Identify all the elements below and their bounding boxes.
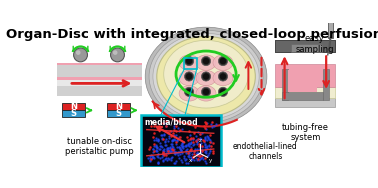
- Bar: [107, 103, 130, 110]
- Ellipse shape: [153, 33, 259, 120]
- Text: media/blood: media/blood: [144, 117, 198, 126]
- Bar: [275, 64, 335, 87]
- Circle shape: [220, 73, 226, 80]
- Ellipse shape: [164, 40, 248, 108]
- Ellipse shape: [179, 70, 199, 86]
- Bar: [282, 69, 288, 100]
- Text: easy
sampling: easy sampling: [295, 34, 334, 54]
- Circle shape: [186, 58, 192, 64]
- Bar: [328, 21, 333, 38]
- Circle shape: [201, 87, 211, 96]
- Bar: [275, 39, 335, 52]
- Ellipse shape: [179, 55, 199, 70]
- Bar: [57, 77, 142, 80]
- Circle shape: [220, 58, 226, 64]
- Bar: [141, 115, 222, 167]
- Bar: [275, 87, 335, 98]
- Bar: [57, 65, 142, 80]
- Bar: [275, 98, 335, 107]
- Circle shape: [74, 48, 87, 62]
- Ellipse shape: [179, 86, 199, 101]
- Text: endothelial-lined
channels: endothelial-lined channels: [233, 142, 298, 161]
- Ellipse shape: [196, 70, 216, 86]
- Circle shape: [184, 87, 194, 96]
- Bar: [57, 86, 142, 96]
- Circle shape: [186, 73, 192, 80]
- Circle shape: [201, 72, 211, 81]
- Bar: [184, 58, 197, 69]
- Ellipse shape: [149, 30, 263, 123]
- Bar: [57, 63, 142, 65]
- Circle shape: [218, 87, 228, 96]
- Ellipse shape: [157, 36, 255, 117]
- Circle shape: [203, 89, 209, 95]
- Ellipse shape: [145, 27, 267, 126]
- Text: N: N: [115, 102, 122, 111]
- Bar: [288, 70, 317, 92]
- Text: tunable on-disc
peristaltic pump: tunable on-disc peristaltic pump: [65, 136, 134, 156]
- Bar: [323, 69, 329, 100]
- Circle shape: [218, 72, 228, 81]
- Bar: [291, 44, 322, 52]
- Text: z: z: [198, 138, 201, 143]
- Text: x: x: [189, 158, 192, 163]
- Text: N: N: [70, 102, 77, 111]
- Text: S: S: [71, 109, 77, 118]
- Circle shape: [110, 48, 124, 62]
- Text: y: y: [209, 158, 212, 163]
- Text: tubing-free
system: tubing-free system: [282, 123, 329, 142]
- Bar: [57, 80, 142, 86]
- Circle shape: [184, 56, 194, 66]
- Ellipse shape: [196, 55, 216, 70]
- Ellipse shape: [213, 70, 233, 86]
- Circle shape: [201, 56, 211, 66]
- Bar: [107, 110, 130, 117]
- Bar: [62, 110, 85, 117]
- Circle shape: [76, 50, 81, 55]
- Ellipse shape: [196, 86, 216, 101]
- Circle shape: [184, 72, 194, 81]
- Bar: [62, 103, 85, 110]
- Text: Organ-Disc with integrated, closed-loop perfusion: Organ-Disc with integrated, closed-loop …: [6, 28, 378, 41]
- Circle shape: [220, 89, 226, 95]
- Circle shape: [113, 50, 118, 55]
- Bar: [275, 39, 335, 52]
- Text: S: S: [115, 109, 121, 118]
- Ellipse shape: [213, 55, 233, 70]
- Bar: [282, 92, 323, 100]
- Bar: [57, 80, 142, 83]
- Circle shape: [186, 89, 192, 95]
- Circle shape: [203, 58, 209, 64]
- Circle shape: [218, 56, 228, 66]
- Circle shape: [203, 73, 209, 80]
